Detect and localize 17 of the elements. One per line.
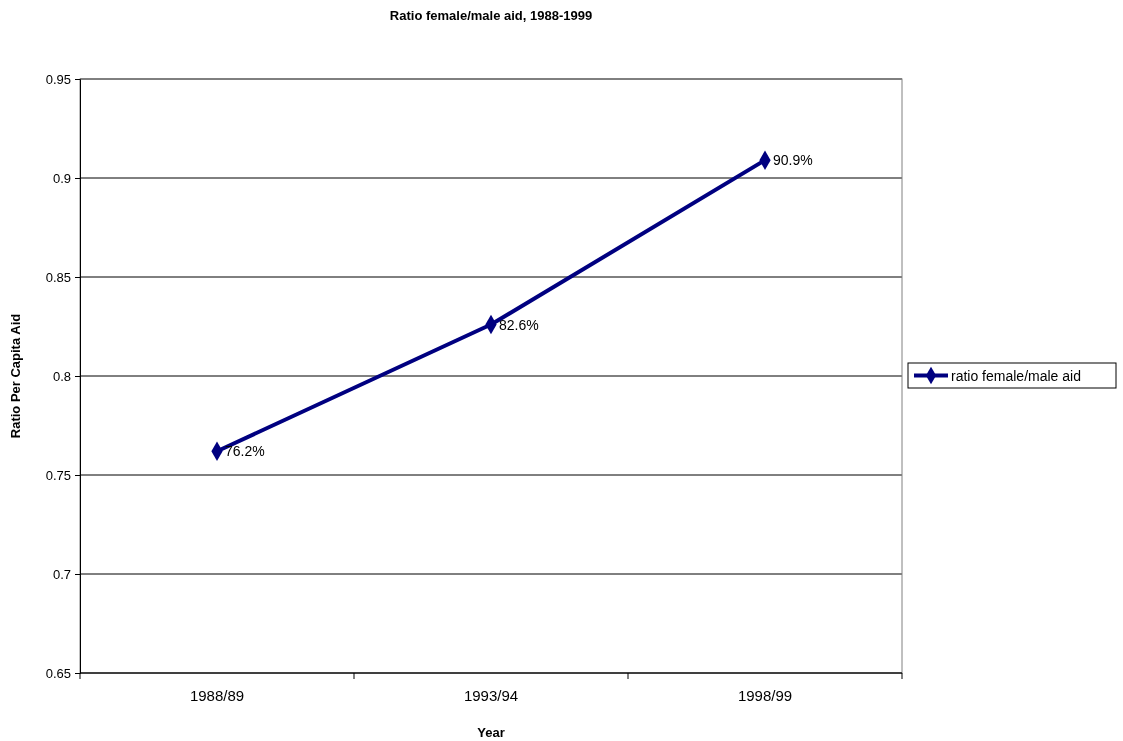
x-tick-label: 1993/94 [463, 687, 519, 704]
y-tick-label: 0.95 [45, 71, 71, 87]
data-label: 76.2% [225, 443, 265, 460]
y-axis-title: Ratio Per Capita Aid [8, 313, 23, 439]
data-label: 82.6% [499, 316, 539, 333]
y-tick-label: 0.85 [45, 269, 71, 285]
chart-title: Ratio female/male aid, 1988-1999 [389, 8, 593, 23]
x-axis-title: Year [477, 725, 505, 740]
y-tick-label: 0.7 [52, 566, 71, 582]
y-tick-label: 0.8 [52, 368, 71, 384]
data-label: 90.9% [773, 152, 813, 169]
x-tick-label: 1998/99 [737, 687, 793, 704]
y-tick-label: 0.9 [52, 170, 71, 186]
y-tick-label: 0.65 [45, 665, 71, 681]
legend-label: ratio female/male aid [951, 367, 1081, 384]
x-tick-label: 1988/89 [189, 687, 245, 704]
y-tick-label: 0.75 [45, 467, 71, 483]
